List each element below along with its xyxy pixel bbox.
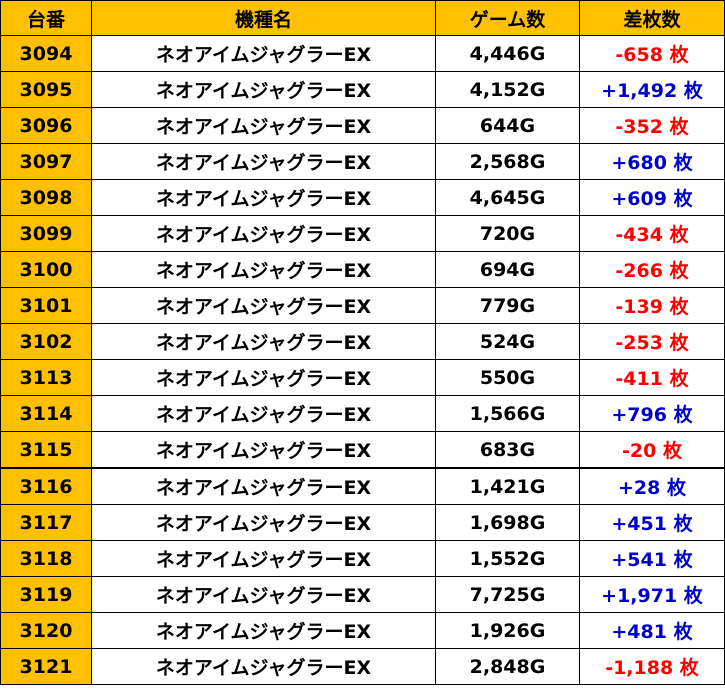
- machine-number-cell: 3113: [0, 359, 92, 396]
- table-row: 3113 ネオアイムジャグラーEX 550G -411 枚: [0, 359, 725, 396]
- coin-difference-cell: +481 枚: [579, 612, 725, 649]
- table-row: 3118 ネオアイムジャグラーEX 1,552G +541 枚: [0, 540, 725, 577]
- game-count-cell: 694G: [435, 251, 580, 288]
- machine-number-cell: 3114: [0, 395, 92, 432]
- coin-difference-cell: +796 枚: [579, 395, 725, 432]
- model-name-cell: ネオアイムジャグラーEX: [91, 215, 436, 252]
- game-count-cell: 4,152G: [435, 71, 580, 108]
- table-row: 3094 ネオアイムジャグラーEX 4,446G -658 枚: [0, 35, 725, 72]
- game-count-cell: 1,552G: [435, 540, 580, 577]
- machine-number-cell: 3117: [0, 504, 92, 541]
- game-count-cell: 1,566G: [435, 395, 580, 432]
- table-row: 3120 ネオアイムジャグラーEX 1,926G +481 枚: [0, 612, 725, 649]
- table-row: 3101 ネオアイムジャグラーEX 779G -139 枚: [0, 287, 725, 324]
- coin-difference-cell: +1,492 枚: [579, 71, 725, 108]
- machine-number-cell: 3101: [0, 287, 92, 324]
- coin-difference-cell: -1,188 枚: [579, 648, 725, 685]
- game-count-cell: 4,645G: [435, 179, 580, 216]
- game-count-cell: 524G: [435, 323, 580, 360]
- coin-difference-cell: -411 枚: [579, 359, 725, 396]
- model-name-cell: ネオアイムジャグラーEX: [91, 395, 436, 432]
- coin-difference-cell: +451 枚: [579, 504, 725, 541]
- machine-number-cell: 3116: [0, 467, 92, 505]
- model-name-cell: ネオアイムジャグラーEX: [91, 35, 436, 72]
- table-header: 台番 機種名 ゲーム数 差枚数: [0, 0, 725, 36]
- game-count-cell: 2,848G: [435, 648, 580, 685]
- game-count-cell: 720G: [435, 215, 580, 252]
- model-name-cell: ネオアイムジャグラーEX: [91, 431, 436, 469]
- coin-difference-cell: -139 枚: [579, 287, 725, 324]
- machine-number-cell: 3102: [0, 323, 92, 360]
- coin-difference-cell: +609 枚: [579, 179, 725, 216]
- machine-number-cell: 3099: [0, 215, 92, 252]
- model-name-cell: ネオアイムジャグラーEX: [91, 504, 436, 541]
- table-row: 3117 ネオアイムジャグラーEX 1,698G +451 枚: [0, 504, 725, 541]
- machine-number-cell: 3096: [0, 107, 92, 144]
- coin-difference-cell: -266 枚: [579, 251, 725, 288]
- machine-number-cell: 3121: [0, 648, 92, 685]
- model-name-cell: ネオアイムジャグラーEX: [91, 540, 436, 577]
- header-row: 台番 機種名 ゲーム数 差枚数: [0, 0, 725, 36]
- coin-difference-cell: -20 枚: [579, 431, 725, 469]
- table-row: 3097 ネオアイムジャグラーEX 2,568G +680 枚: [0, 143, 725, 180]
- coin-difference-cell: -434 枚: [579, 215, 725, 252]
- header-model-name: 機種名: [91, 0, 436, 36]
- game-count-cell: 550G: [435, 359, 580, 396]
- game-count-cell: 7,725G: [435, 576, 580, 613]
- game-count-cell: 644G: [435, 107, 580, 144]
- game-count-cell: 1,698G: [435, 504, 580, 541]
- coin-difference-cell: +1,971 枚: [579, 576, 725, 613]
- model-name-cell: ネオアイムジャグラーEX: [91, 359, 436, 396]
- model-name-cell: ネオアイムジャグラーEX: [91, 251, 436, 288]
- machine-number-cell: 3100: [0, 251, 92, 288]
- table-row: 3119 ネオアイムジャグラーEX 7,725G +1,971 枚: [0, 576, 725, 613]
- table-row: 3102 ネオアイムジャグラーEX 524G -253 枚: [0, 323, 725, 360]
- machine-number-cell: 3094: [0, 35, 92, 72]
- table-row: 3095 ネオアイムジャグラーEX 4,152G +1,492 枚: [0, 71, 725, 108]
- game-count-cell: 1,926G: [435, 612, 580, 649]
- header-game-count: ゲーム数: [435, 0, 580, 36]
- coin-difference-cell: -352 枚: [579, 107, 725, 144]
- table-row: 3121 ネオアイムジャグラーEX 2,848G -1,188 枚: [0, 648, 725, 685]
- coin-difference-cell: -658 枚: [579, 35, 725, 72]
- coin-difference-cell: -253 枚: [579, 323, 725, 360]
- model-name-cell: ネオアイムジャグラーEX: [91, 576, 436, 613]
- game-count-cell: 1,421G: [435, 467, 580, 505]
- model-name-cell: ネオアイムジャグラーEX: [91, 143, 436, 180]
- game-count-cell: 4,446G: [435, 35, 580, 72]
- machine-number-cell: 3095: [0, 71, 92, 108]
- coin-difference-cell: +680 枚: [579, 143, 725, 180]
- model-name-cell: ネオアイムジャグラーEX: [91, 648, 436, 685]
- table-row: 3100 ネオアイムジャグラーEX 694G -266 枚: [0, 251, 725, 288]
- game-count-cell: 2,568G: [435, 143, 580, 180]
- machine-number-cell: 3120: [0, 612, 92, 649]
- table-row: 3098 ネオアイムジャグラーEX 4,645G +609 枚: [0, 179, 725, 216]
- model-name-cell: ネオアイムジャグラーEX: [91, 107, 436, 144]
- header-machine-number: 台番: [0, 0, 92, 36]
- machine-number-cell: 3098: [0, 179, 92, 216]
- model-name-cell: ネオアイムジャグラーEX: [91, 612, 436, 649]
- coin-difference-cell: +541 枚: [579, 540, 725, 577]
- table-body: 3094 ネオアイムジャグラーEX 4,446G -658 枚 3095 ネオアイムジャグ…: [0, 35, 725, 685]
- table-row: 3099 ネオアイムジャグラーEX 720G -434 枚: [0, 215, 725, 252]
- model-name-cell: ネオアイムジャグラーEX: [91, 71, 436, 108]
- game-count-cell: 683G: [435, 431, 580, 469]
- header-coin-difference: 差枚数: [579, 0, 725, 36]
- coin-difference-cell: +28 枚: [579, 467, 725, 505]
- table-row: 3115 ネオアイムジャグラーEX 683G -20 枚: [0, 431, 725, 469]
- table-row: 3116 ネオアイムジャグラーEX 1,421G +28 枚: [0, 467, 725, 505]
- machine-number-cell: 3115: [0, 431, 92, 469]
- machine-number-cell: 3118: [0, 540, 92, 577]
- model-name-cell: ネオアイムジャグラーEX: [91, 179, 436, 216]
- model-name-cell: ネオアイムジャグラーEX: [91, 467, 436, 505]
- machine-number-cell: 3097: [0, 143, 92, 180]
- table-row: 3096 ネオアイムジャグラーEX 644G -352 枚: [0, 107, 725, 144]
- model-name-cell: ネオアイムジャグラーEX: [91, 323, 436, 360]
- model-name-cell: ネオアイムジャグラーEX: [91, 287, 436, 324]
- table-row: 3114 ネオアイムジャグラーEX 1,566G +796 枚: [0, 395, 725, 432]
- machine-number-cell: 3119: [0, 576, 92, 613]
- game-count-cell: 779G: [435, 287, 580, 324]
